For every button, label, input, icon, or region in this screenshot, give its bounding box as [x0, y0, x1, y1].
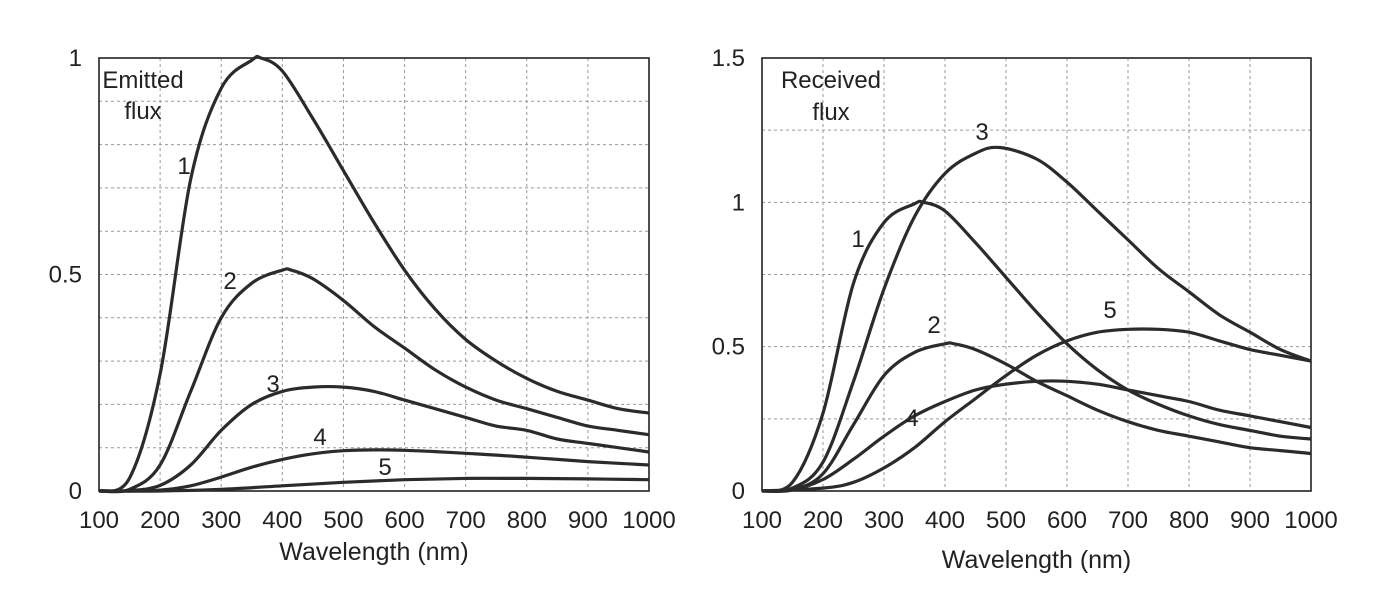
x-tick-label: 600 — [385, 507, 425, 534]
x-tick-label: 300 — [201, 507, 241, 534]
x-tick-label: 700 — [1108, 507, 1148, 534]
received-flux-chart: 100 200 300 400 500 600 700 800 900 1000 0 0.5 1 1.5 W… — [712, 45, 1338, 574]
x-tick-label: 600 — [1047, 507, 1087, 534]
series-line-3 — [761, 145, 1312, 493]
x-tick-label: 500 — [986, 507, 1026, 534]
series-line-5 — [98, 476, 650, 493]
x-axis-label: Wavelength (nm) — [279, 538, 468, 566]
y-tick-label: 0 — [69, 478, 82, 505]
series-line-5 — [761, 327, 1312, 493]
series-label-5: 5 — [1103, 297, 1116, 324]
series-label-2: 2 — [927, 312, 940, 339]
series-label-1: 1 — [177, 153, 190, 180]
y-tick-label: 0.5 — [712, 334, 745, 361]
series-line-4 — [761, 379, 1312, 493]
x-tick-label: 800 — [1169, 507, 1209, 534]
y-tick-label: 0 — [732, 478, 745, 505]
plot-frame — [98, 57, 650, 492]
y-tick-label: 1.5 — [712, 45, 745, 72]
plot-annotation: Received — [781, 67, 881, 94]
x-tick-label: 200 — [140, 507, 180, 534]
x-tick-label: 400 — [262, 507, 302, 534]
x-tick-label: 400 — [925, 507, 965, 534]
series-label-3: 3 — [975, 119, 988, 146]
x-tick-label: 100 — [742, 507, 782, 534]
series-label-4: 4 — [905, 405, 918, 432]
series-line-1 — [98, 54, 650, 493]
plot-annotation: Emitted — [102, 67, 183, 94]
series-label-5: 5 — [378, 454, 391, 481]
series-label-2: 2 — [223, 268, 236, 295]
y-tick-label: 1 — [69, 45, 82, 72]
x-tick-label: 800 — [507, 507, 547, 534]
x-tick-label: 900 — [568, 507, 608, 534]
x-axis-label: Wavelength (nm) — [942, 546, 1131, 574]
series-line-3 — [98, 384, 650, 493]
series-label-4: 4 — [313, 424, 326, 451]
series-line-1 — [761, 199, 1312, 493]
x-tick-label: 500 — [323, 507, 363, 534]
series-line-2 — [98, 267, 650, 494]
plot-annotation: flux — [812, 99, 849, 126]
series-label-1: 1 — [851, 226, 864, 253]
series-line-2 — [761, 341, 1312, 494]
x-tick-label: 900 — [1230, 507, 1270, 534]
y-tick-label: 1 — [732, 189, 745, 216]
x-tick-label: 200 — [803, 507, 843, 534]
x-tick-label: 1000 — [1284, 507, 1337, 534]
x-tick-label: 700 — [446, 507, 486, 534]
plot-annotation: flux — [124, 98, 161, 125]
plot-frame — [761, 57, 1312, 492]
series-label-3: 3 — [266, 371, 279, 398]
x-tick-label: 1000 — [622, 507, 675, 534]
x-tick-label: 300 — [864, 507, 904, 534]
emitted-flux-chart: 100 200 300 400 500 600 700 800 900 1000 0 0.5 1 Wave… — [49, 45, 676, 566]
x-tick-label: 100 — [79, 507, 119, 534]
series-line-4 — [98, 448, 650, 493]
y-tick-label: 0.5 — [49, 262, 82, 289]
